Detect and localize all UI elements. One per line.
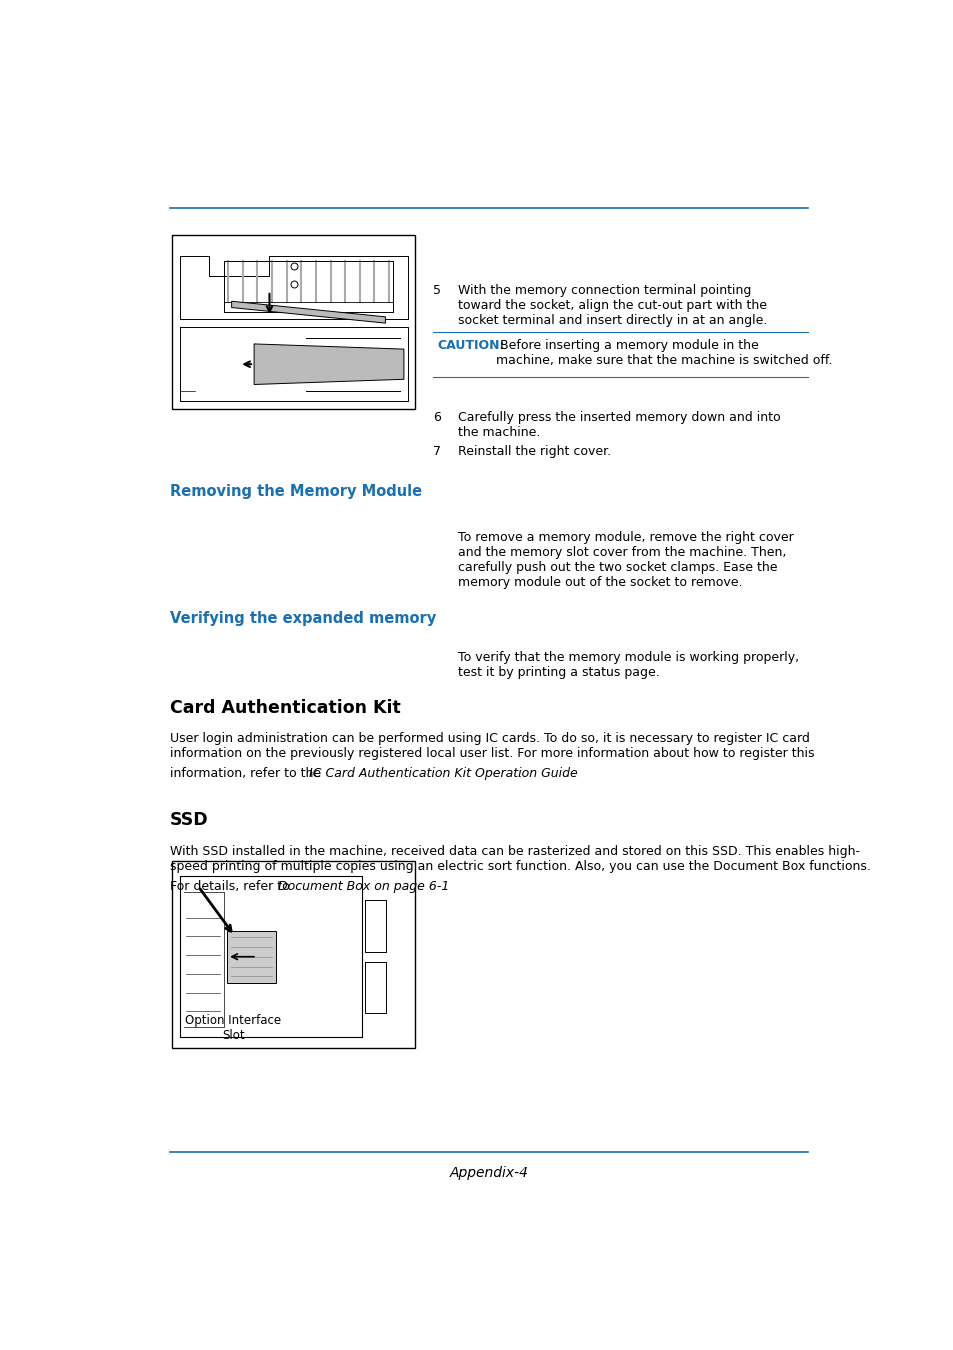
- Text: To remove a memory module, remove the right cover
and the memory slot cover from: To remove a memory module, remove the ri…: [457, 531, 793, 589]
- Polygon shape: [232, 301, 385, 323]
- Text: Option Interface
Slot: Option Interface Slot: [185, 1014, 281, 1042]
- Text: CAUTION:: CAUTION:: [436, 339, 504, 352]
- Text: To verify that the memory module is working properly,
test it by printing a stat: To verify that the memory module is work…: [457, 651, 799, 679]
- Text: information, refer to the: information, refer to the: [170, 767, 324, 780]
- Text: Appendix-4: Appendix-4: [449, 1166, 528, 1180]
- Text: .: .: [517, 767, 521, 780]
- Text: 6: 6: [433, 412, 441, 424]
- Text: With the memory connection terminal pointing
toward the socket, align the cut-ou: With the memory connection terminal poin…: [457, 284, 766, 327]
- Polygon shape: [227, 930, 275, 983]
- FancyBboxPatch shape: [172, 860, 415, 1048]
- Text: Carefully press the inserted memory down and into
the machine.: Carefully press the inserted memory down…: [457, 412, 780, 440]
- Text: Reinstall the right cover.: Reinstall the right cover.: [457, 444, 610, 458]
- Polygon shape: [253, 344, 403, 385]
- Text: For details, refer to: For details, refer to: [170, 880, 293, 894]
- Text: With SSD installed in the machine, received data can be rasterized and stored on: With SSD installed in the machine, recei…: [170, 845, 869, 873]
- Text: Before inserting a memory module in the
machine, make sure that the machine is s: Before inserting a memory module in the …: [496, 339, 832, 367]
- Text: Removing the Memory Module: Removing the Memory Module: [170, 485, 421, 500]
- Text: Card Authentication Kit: Card Authentication Kit: [170, 699, 400, 717]
- Text: .: .: [402, 880, 406, 894]
- Text: 7: 7: [433, 444, 441, 458]
- Text: 5: 5: [433, 284, 441, 297]
- FancyBboxPatch shape: [172, 235, 415, 409]
- Text: IC Card Authentication Kit Operation Guide: IC Card Authentication Kit Operation Gui…: [308, 767, 577, 780]
- Text: SSD: SSD: [170, 810, 208, 829]
- Text: Verifying the expanded memory: Verifying the expanded memory: [170, 612, 436, 626]
- Text: Document Box on page 6-1: Document Box on page 6-1: [278, 880, 449, 894]
- Text: User login administration can be performed using IC cards. To do so, it is neces: User login administration can be perform…: [170, 732, 813, 760]
